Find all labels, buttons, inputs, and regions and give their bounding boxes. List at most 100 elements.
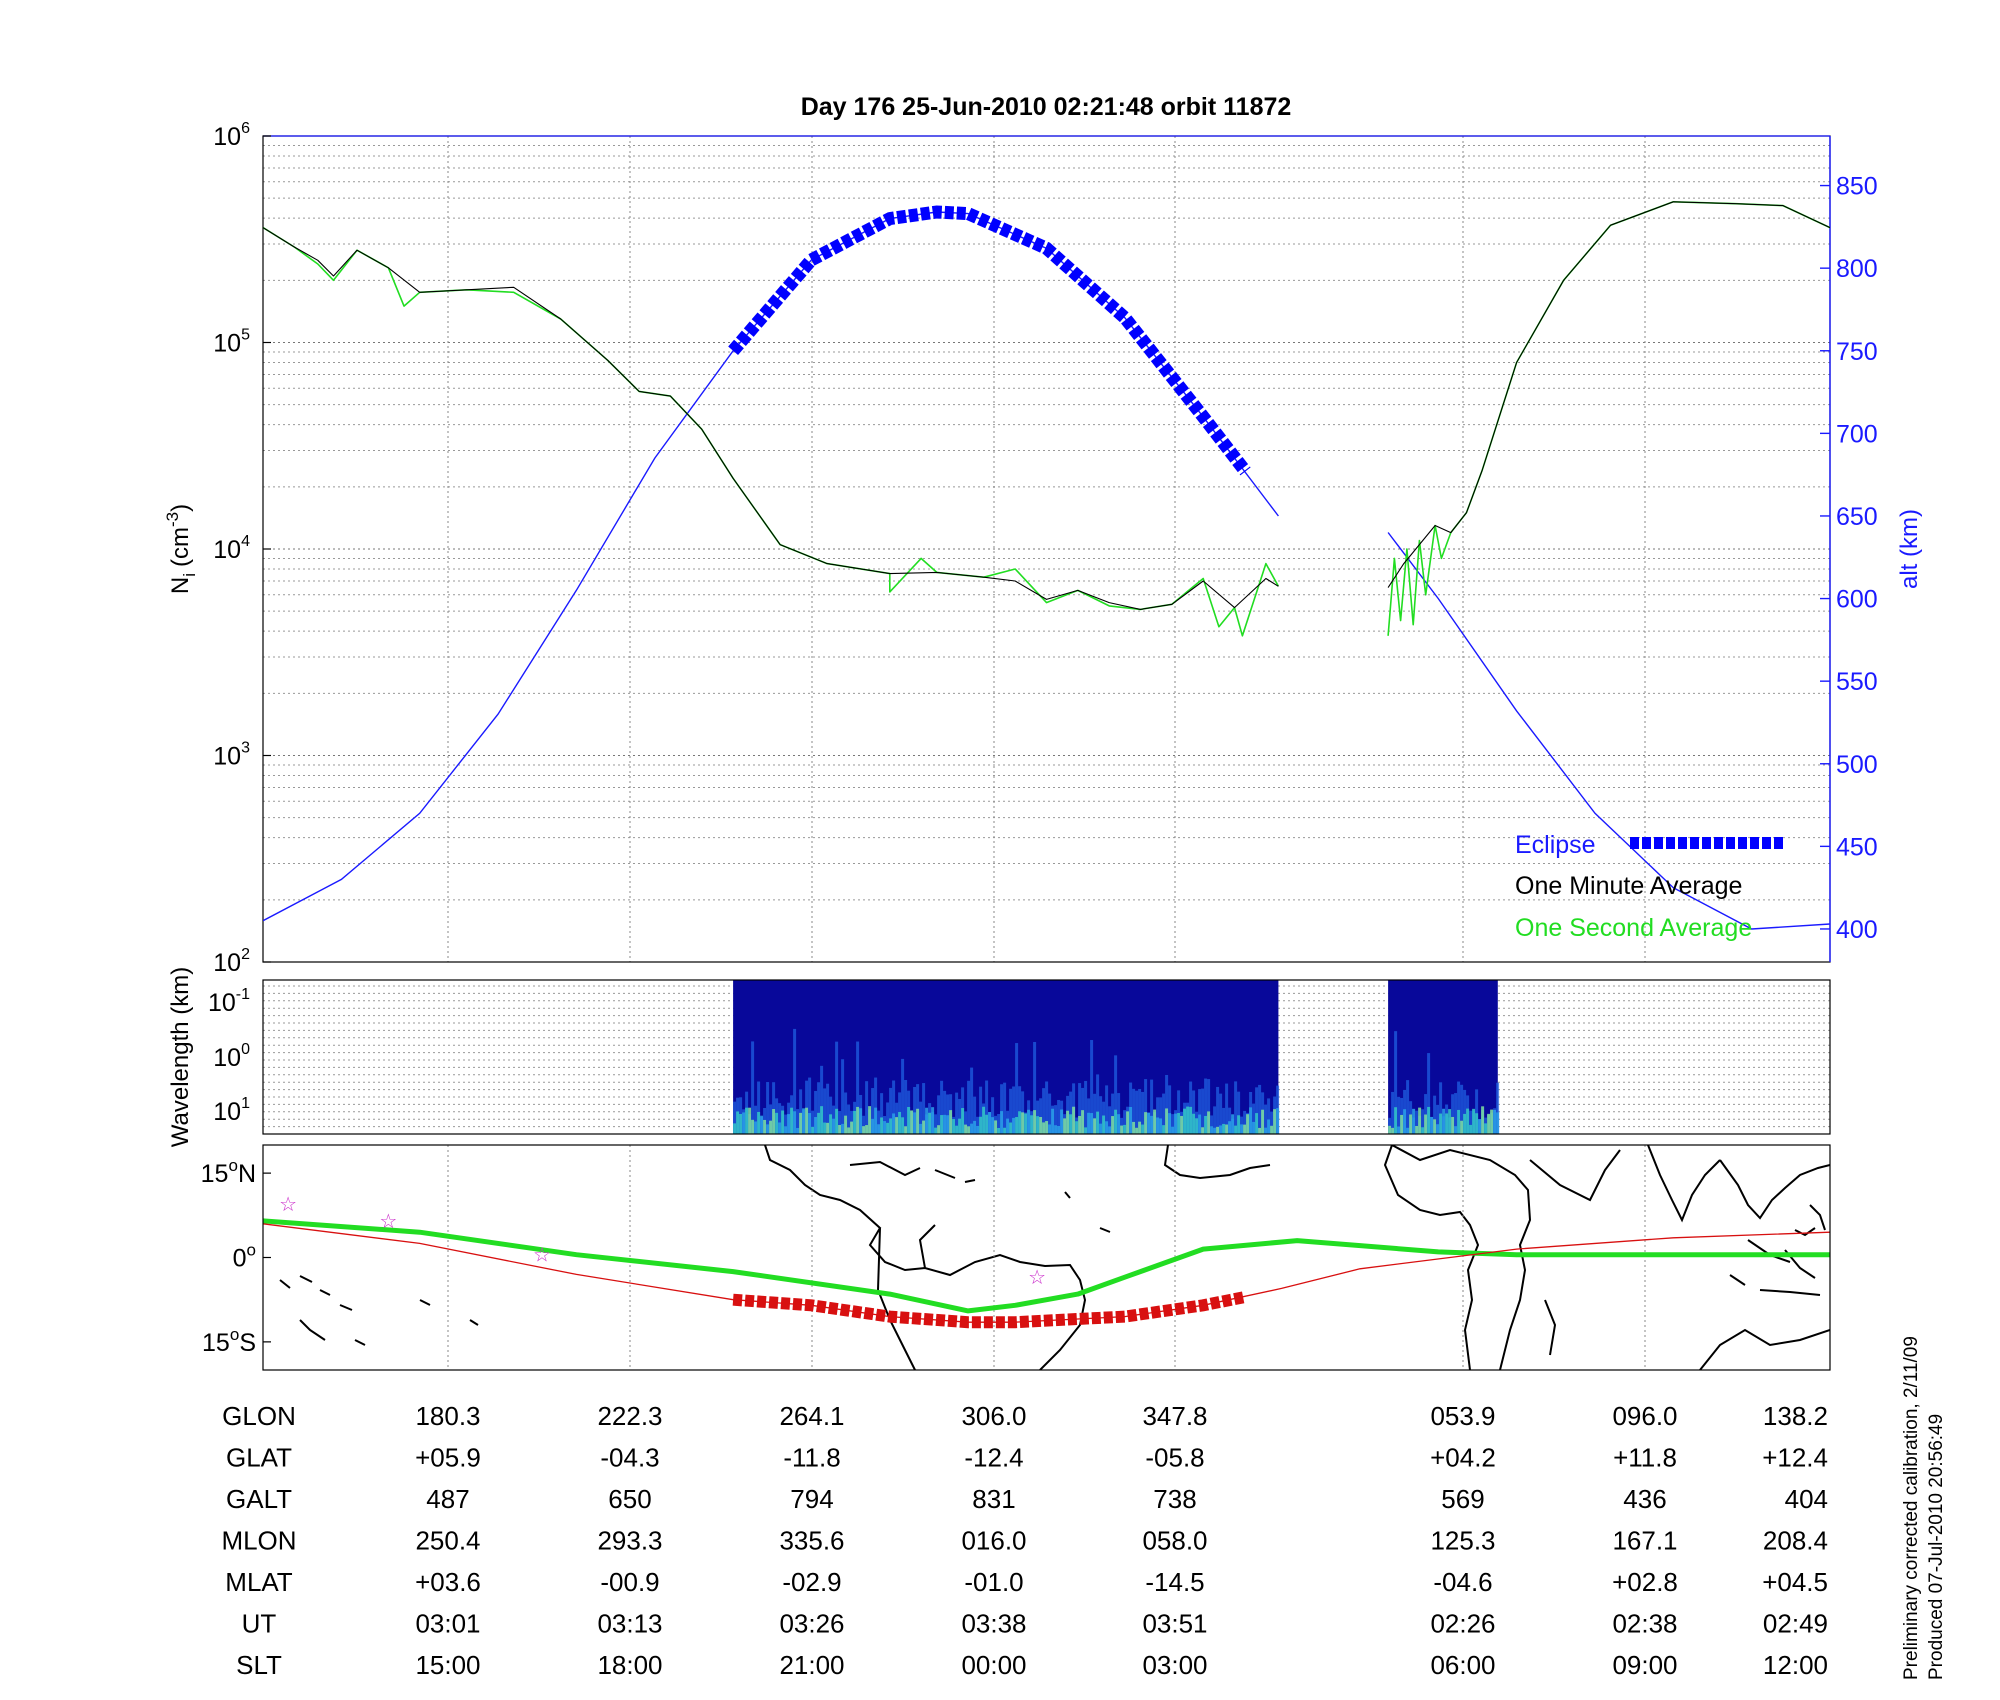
table-cell: 06:00 bbox=[1430, 1650, 1495, 1680]
spectrogram-bright bbox=[970, 1123, 974, 1134]
tick-exponent: 6 bbox=[241, 120, 250, 137]
spectrogram-bright bbox=[1216, 1126, 1220, 1134]
spectrogram-bright bbox=[1177, 1113, 1181, 1134]
spectrogram-column bbox=[1225, 1083, 1229, 1134]
spectrogram-bright bbox=[763, 1119, 767, 1134]
table-cell: 738 bbox=[1153, 1484, 1196, 1514]
spectrogram-column bbox=[973, 1096, 977, 1134]
spectrogram-bright bbox=[841, 1123, 845, 1134]
spectrogram-bright bbox=[736, 1111, 740, 1134]
coastline-pacific-islands bbox=[279, 1191, 1111, 1346]
spectrogram-bright bbox=[1210, 1126, 1214, 1134]
spectrogram-bright bbox=[748, 1107, 752, 1134]
coastline-india bbox=[1647, 1145, 1721, 1223]
spectrogram-bright bbox=[1135, 1127, 1139, 1134]
table-row-label: GLON bbox=[222, 1401, 296, 1431]
spectrogram-column bbox=[1108, 1106, 1112, 1134]
spectrogram-column bbox=[757, 1081, 761, 1134]
spectrogram-bright bbox=[1466, 1108, 1470, 1134]
spectrogram-column bbox=[946, 1094, 950, 1134]
spectrogram-bright bbox=[991, 1117, 995, 1134]
spectrogram-bright bbox=[1487, 1113, 1491, 1134]
spectrogram-bright bbox=[820, 1106, 824, 1134]
spectrogram-column bbox=[1045, 1081, 1049, 1134]
spectrogram-bright bbox=[1069, 1114, 1073, 1134]
table-cell: 00:00 bbox=[961, 1650, 1026, 1680]
spectrogram-bright bbox=[1240, 1124, 1244, 1134]
density-series bbox=[263, 201, 1830, 930]
spectrogram-bright bbox=[754, 1121, 758, 1134]
spectrogram-bright bbox=[1394, 1107, 1398, 1134]
second-average-line bbox=[1387, 201, 1830, 636]
spectrogram-column bbox=[889, 1087, 893, 1134]
spectrogram-bright bbox=[1015, 1117, 1019, 1134]
spectrogram-bright bbox=[1204, 1115, 1208, 1134]
minute-average-line bbox=[1387, 201, 1830, 588]
spectrogram-column bbox=[1243, 1110, 1247, 1134]
table-cell: 794 bbox=[790, 1484, 833, 1514]
spectrogram-bright bbox=[910, 1110, 914, 1134]
tick-exponent: 4 bbox=[241, 533, 250, 550]
altitude-tick-label: 850 bbox=[1836, 173, 1878, 201]
spectrogram-column bbox=[1159, 1097, 1163, 1134]
table-cell: 02:38 bbox=[1612, 1609, 1677, 1639]
spectrogram-tick-label: 10-1 bbox=[208, 986, 250, 1017]
spectrogram-column bbox=[1048, 1093, 1052, 1134]
minute-average-line bbox=[263, 227, 1279, 610]
spectrogram-column bbox=[1234, 1081, 1238, 1134]
spectrogram-column bbox=[796, 1109, 800, 1134]
spectrogram-column bbox=[1264, 1104, 1268, 1134]
spectrogram-bright bbox=[1153, 1109, 1157, 1134]
spectrogram-bright bbox=[853, 1110, 857, 1134]
spectrogram-column bbox=[1150, 1079, 1154, 1134]
spectrogram-bright bbox=[1192, 1113, 1196, 1134]
spectrogram-bright bbox=[1180, 1115, 1184, 1134]
spectrogram-column bbox=[838, 1111, 842, 1134]
spectrogram-bright bbox=[1009, 1122, 1013, 1134]
spectrogram-column bbox=[937, 1095, 941, 1134]
table-row-label: MLON bbox=[221, 1526, 296, 1556]
tick-exponent: 0 bbox=[241, 1041, 250, 1058]
spectrogram-column bbox=[1424, 1094, 1428, 1134]
coastline-se-asia bbox=[1719, 1159, 1830, 1220]
spectrogram-column bbox=[1207, 1079, 1211, 1134]
latitude-tick-label: 0o bbox=[233, 1241, 256, 1273]
legend: Eclipse One Minute Average One Second Av… bbox=[1515, 831, 1783, 942]
spectrogram-bright bbox=[871, 1118, 875, 1134]
spectrogram-bright bbox=[1021, 1112, 1025, 1134]
altitude-tick-label: 450 bbox=[1836, 833, 1878, 861]
spectrogram-bright bbox=[895, 1117, 899, 1134]
table-cell: 650 bbox=[608, 1484, 651, 1514]
table-row-label: UT bbox=[242, 1609, 277, 1639]
spectrogram-column bbox=[835, 1041, 839, 1134]
coastline-caribbean bbox=[849, 1160, 976, 1183]
table-cell: 125.3 bbox=[1430, 1526, 1495, 1556]
density-tick-label: 105 bbox=[213, 327, 250, 358]
spectrogram-bright bbox=[928, 1112, 932, 1134]
coastline-australia bbox=[1699, 1328, 1830, 1370]
table-cell: +03.6 bbox=[415, 1567, 481, 1597]
spectrogram-column bbox=[751, 1041, 755, 1134]
spectrogram-column bbox=[1096, 1074, 1100, 1134]
table-cell: 15:00 bbox=[415, 1650, 480, 1680]
table-cell: +02.8 bbox=[1612, 1567, 1678, 1597]
spectrogram-column bbox=[1427, 1053, 1431, 1134]
altitude-tick-label: 400 bbox=[1836, 916, 1878, 944]
spectrogram-column bbox=[1156, 1097, 1160, 1134]
spectrogram-bright bbox=[838, 1125, 842, 1134]
spectrogram-bright bbox=[1051, 1108, 1055, 1134]
density-y-label-exp: -3 bbox=[163, 512, 182, 527]
spectrogram-column bbox=[778, 1103, 782, 1134]
altitude-line bbox=[263, 211, 1279, 922]
spectrogram-bright bbox=[757, 1111, 761, 1134]
spectrogram-column bbox=[1171, 1114, 1175, 1134]
spectrogram-column bbox=[826, 1083, 830, 1134]
spectrogram-bright bbox=[985, 1114, 989, 1134]
spectrogram-column bbox=[1123, 1110, 1127, 1134]
spectrogram-bright bbox=[1264, 1127, 1268, 1134]
spectrogram-bright bbox=[1222, 1123, 1226, 1134]
spectrogram-bright bbox=[943, 1114, 947, 1134]
spectrogram-column bbox=[1141, 1091, 1145, 1134]
spectrogram-bright bbox=[1397, 1126, 1401, 1134]
